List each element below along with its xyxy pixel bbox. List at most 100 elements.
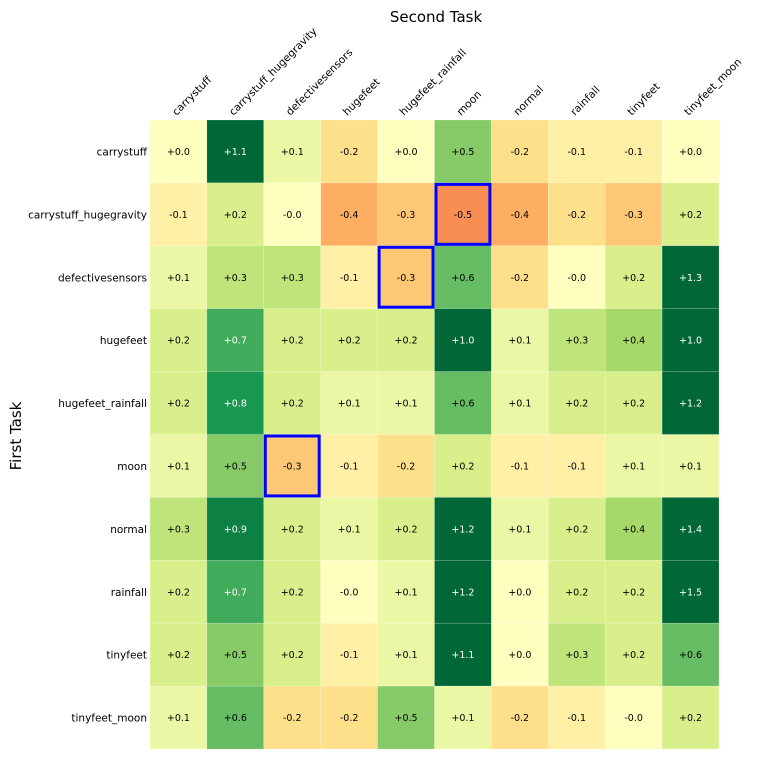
heatmap-cell [548,622,606,687]
heatmap-cell [434,497,492,561]
heatmap-cell [491,308,549,372]
cell-value-label: +0.2 [167,336,190,347]
cell-value-label: +0.5 [224,650,247,661]
y-tick-label: carrystuff_hugegravity [28,209,147,221]
cell-value-label: +0.3 [565,336,588,347]
cell-value-label: +1.1 [451,650,474,661]
cell-value-label: +0.2 [679,210,702,221]
heatmap-cell [263,685,321,750]
heatmap-cell [377,308,435,372]
cell-value-label: +0.2 [395,336,418,347]
y-tick-label: rainfall [111,587,147,599]
heatmap-cell [263,434,321,498]
heatmap-cell [149,560,208,624]
heatmap-cell [661,245,720,309]
cell-value-label: +0.0 [395,147,418,158]
cell-value-label: -0.1 [511,461,530,472]
cell-value-label: +0.1 [167,461,190,472]
cell-value-label: +0.2 [395,524,418,535]
x-tick-label: normal [511,84,546,119]
cell-value-label: +0.6 [451,399,474,410]
cell-value-label: +0.5 [451,147,474,158]
heatmap-cell [491,245,549,309]
heatmap-cell [604,371,663,435]
cell-value-label: +0.2 [281,399,304,410]
cell-value-label: -0.1 [340,650,359,661]
cell-value-label: -0.4 [511,210,530,221]
heatmap-cell [149,308,208,372]
cell-value-label: +0.7 [224,336,247,347]
heatmap-cell [149,497,208,561]
heatmap-cell [434,560,492,624]
heatmap-cell [149,685,208,750]
cell-value-label: -0.1 [624,147,643,158]
y-tick-label: moon [117,461,147,473]
cell-value-label: +0.6 [679,650,702,661]
cell-value-label: +0.2 [565,399,588,410]
cell-value-label: +0.7 [224,587,247,598]
cell-value-label: +0.1 [167,713,190,724]
cell-value-label: +0.4 [622,336,645,347]
cell-value-label: -0.3 [283,461,302,472]
cell-value-label: +1.5 [679,587,702,598]
cell-value-label: +0.2 [281,650,304,661]
cell-value-label: +0.2 [451,461,474,472]
cell-value-label: +0.1 [395,587,418,598]
cell-value-label: +0.1 [508,399,531,410]
cell-value-label: -0.0 [567,273,586,284]
heatmap-cell [434,622,492,687]
heatmap-cell [604,308,663,372]
cell-value-label: -0.2 [511,147,530,158]
x-tick-label: rainfall [568,84,602,118]
cell-value-label: +1.2 [679,399,702,410]
heatmap-cell [320,119,378,184]
highlight-box [377,245,435,309]
heatmap-cell [206,245,265,309]
heatmap-cell [206,371,265,435]
heatmap-cell [206,497,265,561]
cell-value-label: +0.1 [167,273,190,284]
cell-value-label: +0.2 [281,587,304,598]
heatmap-cell [377,685,435,750]
heatmap-cell [263,308,321,372]
cell-value-label: +0.9 [224,524,247,535]
cell-value-label: -0.2 [511,713,530,724]
heatmap-cell [491,560,549,624]
heatmap-cell [661,119,720,184]
cell-value-label: +0.8 [224,399,247,410]
cell-value-label: +1.0 [451,336,474,347]
cell-value-label: +0.2 [622,587,645,598]
heatmap-cell [320,560,378,624]
cell-value-label: +0.1 [395,399,418,410]
y-tick-label: normal [110,524,147,536]
cell-value-label: +0.0 [167,147,190,158]
x-tick-label: carrystuff [170,73,215,118]
heatmap-cell [491,685,549,750]
cell-value-label: -0.1 [567,713,586,724]
cell-value-label: +1.1 [224,147,247,158]
heatmap-cell [604,685,663,750]
cell-value-label: +0.4 [622,524,645,535]
cell-value-label: +0.1 [281,147,304,158]
cell-value-label: -0.0 [624,713,643,724]
highlight-layer [263,182,492,498]
cell-value-label: +0.2 [622,273,645,284]
cell-value-label: +0.1 [338,524,361,535]
cell-value-label: -0.4 [340,210,359,221]
x-tick-label: tinyfeet_moon [682,56,744,118]
cell-value-label: +0.3 [565,650,588,661]
heatmap-cell [548,308,606,372]
heatmap-cell [604,622,663,687]
heatmap-cell [320,434,378,498]
x-tick-label: moon [455,89,485,119]
cell-value-label: +0.5 [224,461,247,472]
heatmap-cell [206,182,265,247]
heatmap-cell [548,182,606,247]
cell-value-label: -0.3 [397,210,416,221]
cell-value-label: -0.1 [567,147,586,158]
heatmap-cell [604,560,663,624]
heatmap-cell [434,434,492,498]
cell-value-label: +0.5 [395,713,418,724]
